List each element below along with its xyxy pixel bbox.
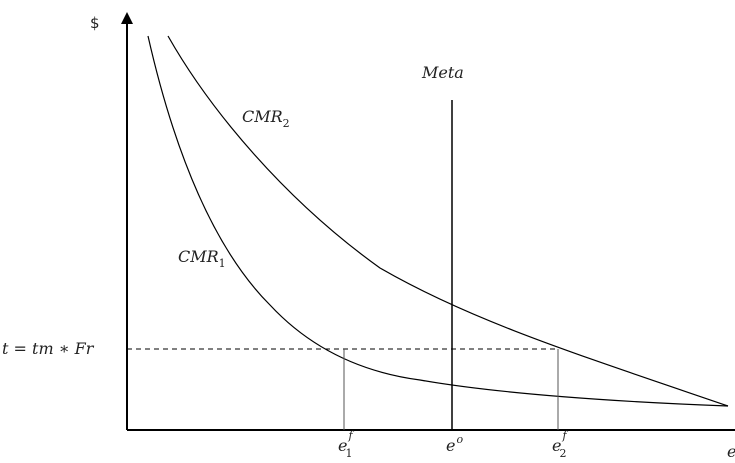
- y-axis-label: $: [90, 14, 100, 32]
- tax-label: t = tm ∗ Fr: [2, 339, 95, 358]
- x-axis-label: e: [727, 442, 735, 461]
- y-axis-arrow: [121, 12, 133, 24]
- meta-label: Meta: [421, 63, 464, 82]
- cmr2-curve: [167, 35, 729, 407]
- e1f-label: ef 1: [338, 429, 354, 460]
- e2f-label: ef 2: [552, 429, 568, 460]
- eo-label: eo: [446, 433, 463, 455]
- cmr1-label: CMR1: [178, 247, 226, 270]
- cmr2-label: CMR2: [242, 107, 290, 130]
- cmr1-curve: [147, 35, 729, 407]
- axes: [121, 12, 735, 431]
